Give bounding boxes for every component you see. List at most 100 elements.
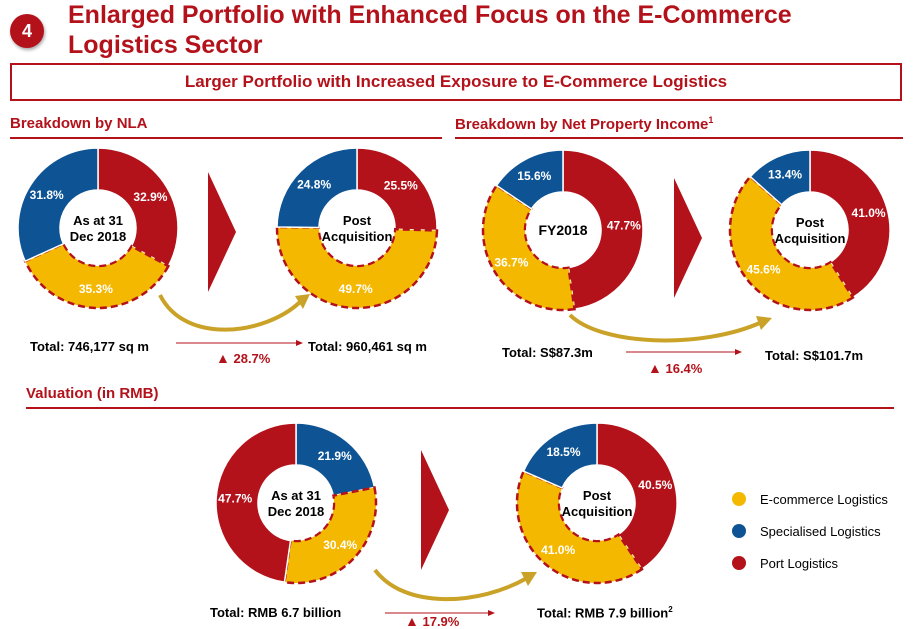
slice-label: 30.4% — [323, 538, 357, 552]
donut-slice — [728, 174, 855, 312]
chart-legend: E-commerce Logistics Specialised Logisti… — [732, 483, 888, 579]
nla-divider — [10, 137, 442, 139]
legend-label: Specialised Logistics — [760, 523, 881, 539]
npi-heading: Breakdown by Net Property Income1 — [455, 115, 713, 133]
donut-center-label: Post — [343, 213, 372, 228]
donut-slice — [596, 422, 678, 571]
swoosh-arrow-nla — [158, 294, 302, 332]
slice-label: 45.6% — [746, 262, 780, 276]
legend-swatch — [732, 492, 746, 506]
donut-slice — [495, 149, 564, 210]
npi-total-before: Total: S$87.3m — [502, 345, 593, 360]
donut-slice — [275, 225, 439, 310]
npi-footnote-mark: 1 — [708, 115, 714, 125]
legend-label: E-commerce Logistics — [760, 491, 888, 507]
npi-growth: ▲ 16.4% — [648, 360, 702, 376]
donut-slice — [215, 422, 297, 584]
legend-label: Port Logistics — [760, 555, 839, 571]
donut-center-label: Acquisition — [562, 504, 633, 519]
slice-label: 36.7% — [494, 256, 528, 270]
slice-label: 15.6% — [517, 169, 551, 183]
slice-label: 18.5% — [546, 445, 580, 459]
chevron-arrow-icon — [421, 450, 449, 570]
slice-label: 21.9% — [318, 449, 352, 463]
donut-slice — [481, 183, 576, 312]
slice-label: 47.7% — [607, 219, 641, 233]
slice-label: 24.8% — [297, 178, 331, 192]
donut-slice — [522, 422, 598, 489]
slice-label: 32.9% — [133, 190, 167, 204]
slice-label: 31.8% — [30, 188, 64, 202]
donut-center-label: Post — [796, 215, 825, 230]
donut-slice — [356, 147, 438, 232]
swoosh-arrow-npi — [568, 313, 763, 343]
slice-label: 49.7% — [339, 282, 373, 296]
donut-slice — [23, 242, 171, 310]
chevron-arrow-icon — [208, 172, 236, 292]
swoosh-arrowhead-icon — [295, 294, 310, 309]
legend-item-ecommerce: E-commerce Logistics — [732, 483, 888, 515]
growth-connector-npi — [626, 349, 742, 355]
donut-hole — [773, 193, 847, 267]
nla-total-before: Total: 746,177 sq m — [30, 339, 149, 354]
donut-center-label: Acquisition — [775, 231, 846, 246]
swoosh-arrowhead-icon — [756, 316, 772, 330]
donut-chart-3: 47.7% 36.7% 15.6% FY2018 — [481, 149, 644, 312]
npi-growth-value: 16.4% — [665, 361, 703, 376]
donut-slice — [809, 149, 891, 299]
npi-divider — [455, 137, 903, 139]
slice-label: 47.7% — [218, 492, 252, 506]
valuation-total-after: Total: RMB 7.9 billion2 — [537, 605, 673, 620]
chevron-arrow-icon — [674, 178, 702, 298]
nla-heading: Breakdown by NLA — [10, 115, 148, 132]
donut-center-label: As at 31 — [73, 213, 123, 228]
page-title: Enlarged Portfolio with Enhanced Focus o… — [68, 1, 792, 59]
donut-hole — [560, 466, 634, 540]
nla-growth-value: 28.7% — [233, 351, 271, 366]
donut-center-label: As at 31 — [271, 488, 321, 503]
swoosh-arrow-valuation — [373, 568, 528, 602]
slice-label: 13.4% — [768, 167, 802, 181]
badge-number: 4 — [21, 20, 32, 41]
swoosh-arrowhead-icon — [521, 572, 537, 586]
donut-slice — [97, 147, 179, 268]
donut-hole — [526, 193, 600, 267]
npi-heading-text: Breakdown by Net Property Income — [455, 116, 709, 133]
donut-slice — [283, 486, 378, 585]
donut-slice — [17, 147, 99, 263]
slice-label: 41.0% — [541, 543, 575, 557]
nla-total-after: Total: 960,461 sq m — [308, 339, 427, 354]
nla-growth: ▲ 28.7% — [216, 350, 270, 366]
donut-hole — [61, 191, 135, 265]
donut-center-label: Post — [583, 488, 612, 503]
donut-slice — [276, 147, 358, 229]
section-number-badge: 4 — [10, 14, 44, 48]
up-arrow-icon: ▲ — [648, 360, 662, 376]
growth-connector-nla — [176, 340, 303, 346]
valuation-total-before: Total: RMB 6.7 billion — [210, 605, 342, 620]
donut-hole — [320, 191, 394, 265]
slice-label: 35.3% — [79, 282, 113, 296]
valuation-divider — [26, 407, 894, 409]
legend-swatch — [732, 524, 746, 538]
donut-slice — [749, 149, 811, 206]
valuation-total-after-text: Total: RMB 7.9 billion — [537, 605, 669, 621]
legend-item-port: Port Logistics — [732, 547, 888, 579]
donut-hole — [259, 466, 333, 540]
growth-connector-valuation — [385, 610, 495, 616]
legend-swatch — [732, 556, 746, 570]
up-arrow-icon: ▲ — [216, 350, 230, 366]
donut-center-label: Dec 2018 — [70, 229, 126, 244]
donut-center-label: Acquisition — [322, 229, 393, 244]
donut-slice — [562, 149, 644, 311]
legend-item-specialised: Specialised Logistics — [732, 515, 888, 547]
subtitle-text: Larger Portfolio with Increased Exposure… — [184, 72, 728, 91]
valuation-footnote-mark: 2 — [668, 605, 673, 614]
npi-total-after: Total: S$101.7m — [765, 348, 864, 363]
